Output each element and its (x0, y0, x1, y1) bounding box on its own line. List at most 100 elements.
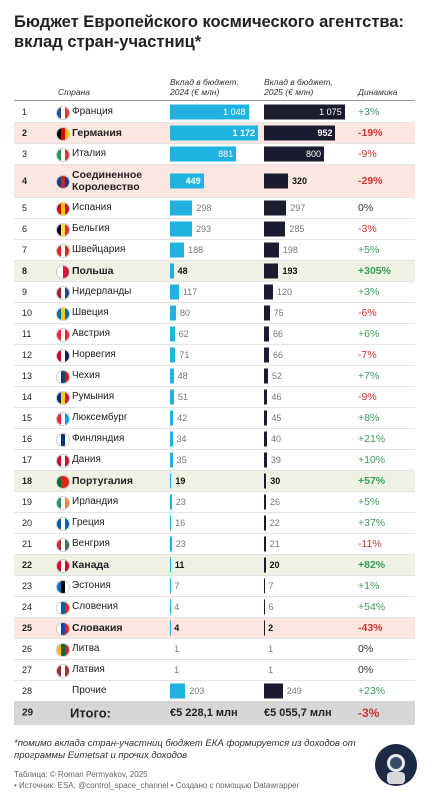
change: +8% (358, 412, 380, 424)
value-label: 449 (185, 176, 201, 186)
value-label: 952 (317, 128, 333, 138)
value-label: 45 (271, 413, 282, 423)
change: +37% (358, 517, 386, 529)
bar-v2025 (264, 326, 269, 342)
value-label: 34 (176, 434, 187, 444)
value-label: 52 (271, 371, 282, 381)
bar-v2025 (264, 473, 267, 489)
country: Италия (72, 148, 107, 159)
rank: 5 (22, 203, 28, 213)
value-label: 1 (174, 644, 180, 654)
bar-v2025 (264, 410, 268, 426)
bar-v2025 (264, 242, 279, 258)
table-row: 17 Дания 35 39 +10% (14, 450, 415, 471)
country: Португалия (72, 475, 133, 487)
value-label: 48 (177, 371, 188, 381)
flag-icon (56, 475, 70, 489)
table-header: Страна Вклад в бюджет, 2024 (€ млн) Вкла… (14, 74, 415, 101)
bar-v2025 (264, 173, 289, 189)
change: +1% (358, 580, 380, 592)
value-label: 1 (268, 644, 274, 654)
value-label: 35 (176, 455, 187, 465)
col-change: Динамика (358, 87, 398, 97)
bar-v2025 (264, 452, 267, 468)
change: -43% (358, 622, 383, 634)
value-label: 66 (272, 350, 283, 360)
value-label: 881 (218, 149, 234, 159)
table-row: 7 Швейцария 188 198 +5% (14, 240, 415, 261)
bar-v2025 (264, 557, 266, 573)
value-label: 22 (269, 518, 280, 528)
flag-icon (56, 148, 70, 162)
change: -11% (358, 538, 382, 550)
bar-v2025 (264, 200, 287, 216)
flag-icon (56, 223, 70, 237)
bar-v2025 (264, 494, 266, 510)
table-row: 25 Словакия 4 2 -43% (14, 618, 415, 639)
bar-v2025 (264, 536, 266, 552)
country: Ирландия (72, 496, 119, 507)
country: Эстония (72, 580, 111, 591)
value-label: 7 (174, 581, 180, 591)
table-row: 4 Соединенное Королевство 449 320 -29% (14, 165, 415, 198)
country: Чехия (72, 370, 101, 381)
country: Испания (72, 202, 112, 213)
value-label: 62 (178, 329, 189, 339)
flag-icon (56, 622, 70, 636)
change: +23% (358, 685, 386, 697)
country: Люксембург (72, 412, 128, 423)
country: Дания (72, 454, 101, 465)
table-row: 16 Финляндия 34 40 +21% (14, 429, 415, 450)
flag-icon (56, 580, 70, 594)
country: Литва (72, 643, 100, 654)
bar-v2024 (170, 494, 172, 510)
rank: 24 (22, 602, 33, 612)
bar-v2024 (170, 326, 175, 342)
value-label: 20 (269, 560, 280, 570)
flag-icon (56, 538, 70, 552)
flag-icon (56, 328, 70, 342)
flag-icon (56, 664, 70, 678)
country: Швеция (72, 307, 109, 318)
change: +6% (358, 328, 380, 340)
table-row: 20 Греция 16 22 +37% (14, 513, 415, 534)
change: -7% (358, 349, 377, 361)
table-row: 28 Прочие 203 249 +23% (14, 681, 415, 702)
value-label: 80 (180, 308, 191, 318)
flag-icon (56, 496, 70, 510)
rank: 14 (22, 392, 33, 402)
astronaut-icon (375, 744, 417, 786)
value-label: 26 (269, 497, 280, 507)
value-label: 249 (286, 686, 302, 696)
bar-v2025 (264, 515, 266, 531)
country: Венгрия (72, 538, 110, 549)
source: • Источник: ESA, @control_space_channel … (14, 781, 300, 790)
value-label: 117 (182, 287, 198, 297)
country: Латвия (72, 664, 105, 675)
bar-v2024 (170, 515, 172, 531)
country: Бельгия (72, 223, 110, 234)
flag-icon (56, 106, 70, 120)
change: +7% (358, 370, 380, 382)
flag-icon (56, 127, 70, 141)
rank: 16 (22, 434, 33, 444)
country: Норвегия (72, 349, 116, 360)
value-label: 71 (179, 350, 190, 360)
rank: 4 (22, 176, 28, 186)
value-label: 46 (271, 392, 282, 402)
country: Швейцария (72, 244, 126, 255)
country: Словения (72, 601, 119, 612)
flag-icon (56, 175, 70, 189)
country: Германия (72, 127, 122, 139)
value-label: 203 (189, 686, 205, 696)
change: 0% (358, 643, 374, 655)
table-row: 6 Бельгия 293 285 -3% (14, 219, 415, 240)
bar-v2024 (170, 536, 172, 552)
value-label: 23 (175, 497, 186, 507)
country: Австрия (72, 328, 111, 339)
flag-icon (56, 307, 70, 321)
rank: 6 (22, 224, 28, 234)
value-label: 188 (188, 245, 204, 255)
bar-v2025 (264, 146, 325, 162)
